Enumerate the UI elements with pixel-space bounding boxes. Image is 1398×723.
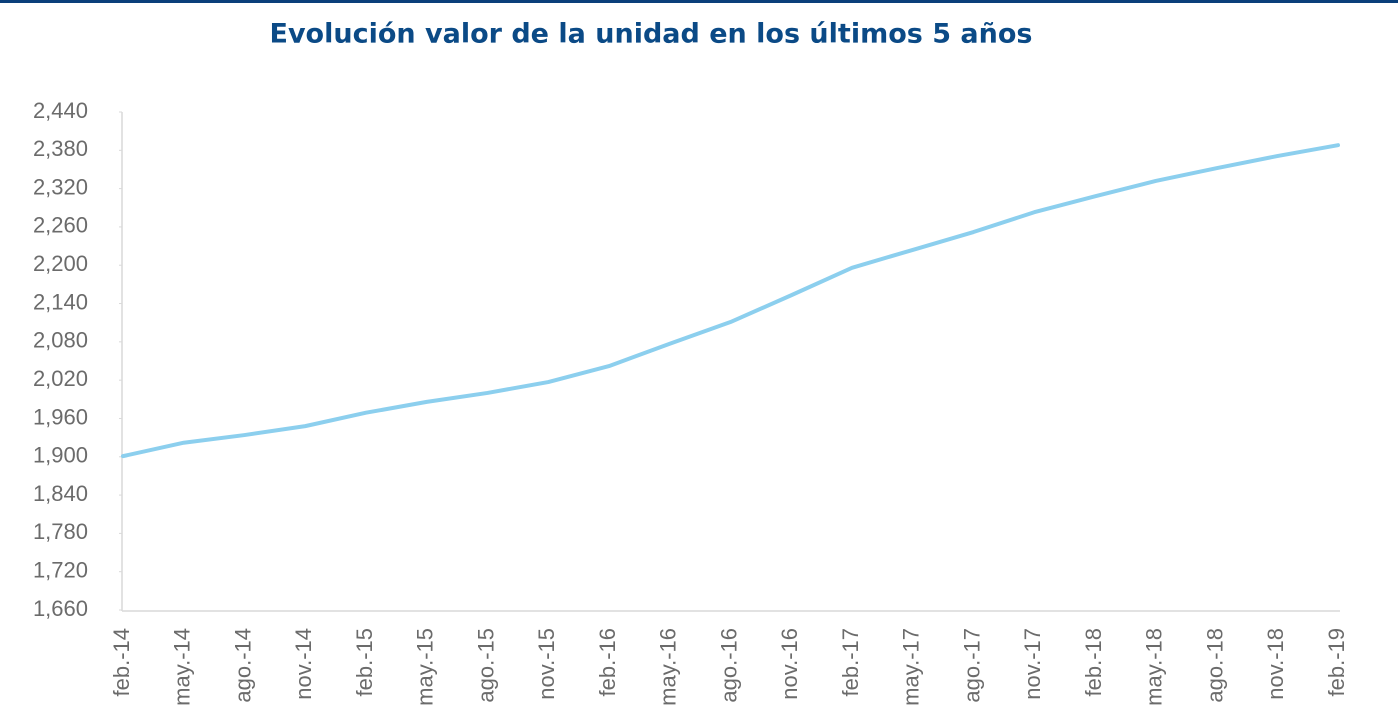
y-tick-label: 1,960 [33, 404, 88, 429]
x-tick-label: may.-17 [899, 628, 924, 706]
y-tick-label: 2,440 [33, 98, 88, 123]
x-tick-label: ago.-16 [716, 628, 741, 703]
x-tick-label: ago.-14 [230, 628, 255, 703]
x-tick-label: nov.-17 [1020, 628, 1045, 700]
chart-title: Evolución valor de la unidad en los últi… [270, 19, 1033, 50]
y-tick-label: 2,380 [33, 136, 88, 161]
x-tick-label: may.-18 [1142, 628, 1167, 706]
y-tick-label: 2,200 [33, 251, 88, 276]
x-tick-label: ago.-18 [1202, 628, 1227, 703]
x-tick-label: may.-16 [656, 628, 681, 706]
x-tick-label: nov.-18 [1263, 628, 1288, 700]
x-tick-label: feb.-18 [1081, 628, 1106, 697]
x-tick-label: nov.-15 [534, 628, 559, 700]
line-series [121, 143, 1340, 459]
y-tick-label: 1,780 [33, 519, 88, 544]
x-tick-label: ago.-15 [473, 628, 498, 703]
x-tick-label: feb.-19 [1324, 628, 1349, 697]
x-tick-label: nov.-16 [777, 628, 802, 700]
y-tick-label: 1,720 [33, 558, 88, 583]
y-tick-label: 1,840 [33, 481, 88, 506]
top-border [0, 0, 1398, 3]
x-tick-label: nov.-14 [291, 628, 316, 700]
x-tick-label: ago.-17 [959, 628, 984, 703]
y-tick-label: 2,020 [33, 366, 88, 391]
y-tick-label: 2,140 [33, 289, 88, 314]
y-tick-label: 2,080 [33, 328, 88, 353]
x-tick-label: may.-15 [413, 628, 438, 706]
x-tick-label: may.-14 [170, 628, 195, 706]
y-tick-label: 1,900 [33, 443, 88, 468]
y-tick-label: 1,660 [33, 596, 88, 621]
x-tick-label: feb.-16 [595, 628, 620, 697]
x-tick-label: feb.-17 [838, 628, 863, 697]
x-tick-label: feb.-15 [352, 628, 377, 697]
y-tick-label: 2,320 [33, 174, 88, 199]
x-tick-label: feb.-14 [109, 628, 134, 697]
y-tick-label: 2,260 [33, 213, 88, 238]
